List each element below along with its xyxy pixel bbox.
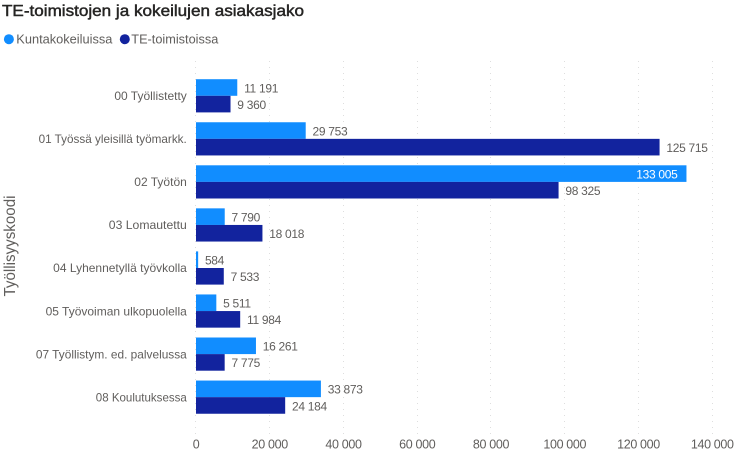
svg-text:TE-toimistojen ja kokeilujen a: TE-toimistojen ja kokeilujen asiakasjako [2,3,304,20]
svg-text:18 018: 18 018 [269,227,305,241]
svg-text:9 360: 9 360 [237,98,266,112]
svg-text:Työllisyyskoodi: Työllisyyskoodi [2,196,19,297]
svg-text:11 191: 11 191 [244,81,279,95]
svg-text:80 000: 80 000 [473,438,510,452]
svg-text:5 511: 5 511 [223,297,251,311]
svg-text:120 000: 120 000 [617,438,660,452]
svg-text:98 325: 98 325 [565,184,601,198]
svg-text:29 753: 29 753 [313,124,349,138]
svg-text:TE-toimistoissa: TE-toimistoissa [131,33,218,47]
svg-text:0: 0 [193,438,200,452]
svg-text:00 Työllistetty: 00 Työllistetty [114,89,186,103]
svg-text:133 005: 133 005 [636,167,678,181]
svg-text:24 184: 24 184 [292,399,328,413]
svg-text:16 261: 16 261 [263,340,299,354]
svg-text:04 Lyhennetyllä työvkolla: 04 Lyhennetyllä työvkolla [53,261,187,275]
svg-text:07 Työllistym. ed. palvelussa: 07 Työllistym. ed. palvelussa [36,347,187,361]
svg-text:7 533: 7 533 [231,270,260,284]
svg-text:7 775: 7 775 [231,356,260,370]
svg-text:60 000: 60 000 [399,438,436,452]
svg-text:03 Lomautettu: 03 Lomautettu [109,218,187,232]
svg-text:40 000: 40 000 [325,438,362,452]
svg-text:11 984: 11 984 [247,313,282,327]
svg-text:08 Koulutuksessa: 08 Koulutuksessa [96,390,187,404]
svg-text:01 Työssä yleisillä työmarkk.: 01 Työssä yleisillä työmarkk. [39,132,187,146]
svg-text:584: 584 [205,254,225,268]
svg-text:05 Työvoiman ulkopuolella: 05 Työvoiman ulkopuolella [46,304,188,318]
svg-text:140 000: 140 000 [691,438,734,452]
svg-text:Kuntakokeiluissa: Kuntakokeiluissa [16,33,112,47]
svg-text:20 000: 20 000 [252,438,289,452]
svg-text:02 Työtön: 02 Työtön [134,175,187,189]
svg-text:125 715: 125 715 [666,141,708,155]
svg-text:33 873: 33 873 [328,383,364,397]
svg-text:7 790: 7 790 [232,210,261,224]
svg-text:100 000: 100 000 [543,438,586,452]
